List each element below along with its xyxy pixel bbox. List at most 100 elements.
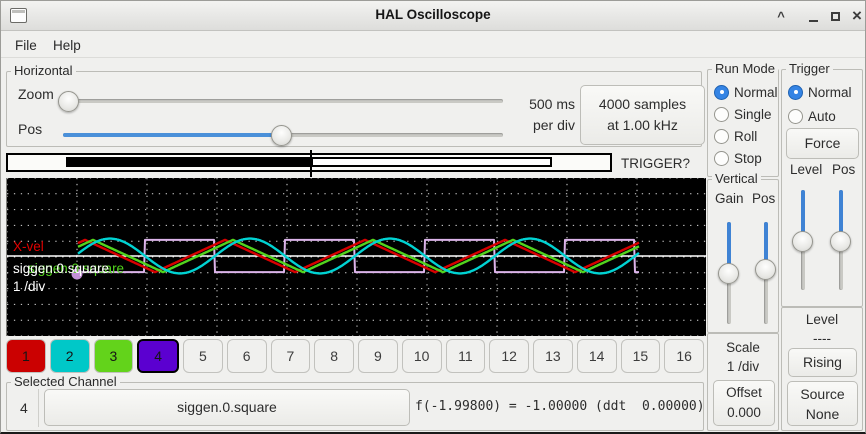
offset-line2: 0.000 [727,405,761,420]
run-mode-option-single[interactable]: Single [714,106,772,122]
vertical-settings-panel: Scale 1 /div Offset 0.000 [707,333,779,431]
trigger-position-marker [310,150,312,177]
channel-button-13[interactable]: 13 [533,339,573,373]
trigger-frame: Trigger Normal Auto Force Level Pos [781,61,863,307]
trace-sine [77,237,640,275]
trigger-edge-label: Rising [803,354,842,370]
run-mode-radio-icon[interactable] [714,150,729,166]
selected-channel-number: 4 [20,400,28,416]
trigger-source-button[interactable]: Source None [787,381,858,426]
trigger-mode-option-auto[interactable]: Auto [788,108,836,124]
scope-display[interactable]: X-vel siggen.0.square siggen.0.square 1 /di… [6,177,708,337]
selected-channel-frame-label: Selected Channel [11,374,120,389]
time-per-div-units: per div [532,117,575,133]
pos-slider-label: Pos [18,121,43,137]
trigger-pos-slider-handle[interactable] [830,231,851,252]
channel-button-9[interactable]: 9 [358,339,398,373]
vertical-gain-slider-handle[interactable] [718,263,739,284]
shade-button[interactable]: ^ [777,8,785,24]
vertical-frame: Vertical Gain Pos [707,171,779,333]
trigger-source-line2: None [805,405,840,422]
trigger-edge-button[interactable]: Rising [788,348,857,377]
channel-button-5[interactable]: 5 [183,339,223,373]
channel-source-label: siggen.0.square [177,399,277,415]
vertical-pos-slider-handle[interactable] [755,259,776,280]
channel-button-6[interactable]: 6 [226,339,267,373]
scope-channel-label: siggen.0.square [13,261,110,276]
sample-rate-line1: 4000 samples [598,96,687,112]
menu-file[interactable]: File [15,38,37,53]
scope-channel-label: 1 /div [13,279,46,294]
channel-button-11[interactable]: 11 [445,339,486,373]
trigger-level-slider-fill [801,190,805,238]
trigger-source-line1: Source [800,385,845,402]
run-mode-option-label: Roll [734,128,758,144]
trigger-frame-label: Trigger [786,61,833,76]
run-mode-frame-label: Run Mode [712,61,778,76]
time-per-div: 500 ms per div [505,94,575,136]
trigger-level-slider-handle[interactable] [792,231,813,252]
trigger-mode-option-normal[interactable]: Normal [788,84,852,100]
offset-button[interactable]: Offset 0.000 [713,380,775,426]
vertical-gain-slider-label: Gain [715,191,744,206]
channel-button-16[interactable]: 16 [664,339,704,373]
trace-triangle [77,238,640,274]
trace-square [78,238,639,274]
scale-value: 1 /div [726,359,760,374]
channel-button-14[interactable]: 14 [576,339,617,373]
channel-button-10[interactable]: 10 [401,339,442,373]
selected-channel-marker-dot [71,268,83,280]
trigger-settings-panel: Level ---- Rising Source None [781,307,863,431]
maximize-button[interactable] [823,1,847,31]
channel-readout: f(-1.99800) = -1.00000 (ddt 0.00000) [415,399,705,414]
time-per-div-value: 500 ms [529,96,575,112]
zoom-slider-label: Zoom [18,86,54,102]
close-button[interactable]: × [852,6,862,25]
sample-rate-button[interactable]: 4000 samples at 1.00 kHz [580,85,705,145]
channel-button-15[interactable]: 15 [620,339,661,373]
trigger-mode-option-label: Normal [808,84,852,100]
trigger-mode-radio-icon[interactable] [788,84,803,100]
trace-triangle [77,238,640,274]
trigger-mode-option-label: Auto [808,108,836,124]
run-mode-option-label: Normal [734,84,778,100]
record-pending-bar [311,157,552,167]
trigger-level-caption: Level [805,312,839,327]
window-title: HAL Oscilloscope [375,7,491,22]
run-mode-option-label: Single [734,106,772,122]
force-trigger-button[interactable]: Force [786,128,859,159]
record-captured-bar [66,157,311,167]
channel-button-7[interactable]: 7 [270,339,311,373]
vertical-frame-label: Vertical [712,171,761,186]
channel-button-8[interactable]: 8 [314,339,354,373]
trigger-mode-radio-icon[interactable] [788,108,803,124]
horizontal-frame: Horizontal Zoom Pos 500 ms per div 4000 … [6,63,705,147]
channel-button-row: 1 2 3 4 5 6 7 8 9 10 11 12 13 14 15 16 [6,339,704,373]
run-mode-radio-icon[interactable] [714,128,729,144]
channel-button-1[interactable]: 1 [6,339,46,373]
trigger-level-value: ---- [813,331,831,346]
pos-slider-handle[interactable] [271,125,292,146]
channel-button-4[interactable]: 4 [137,339,179,373]
run-mode-option-roll[interactable]: Roll [714,128,757,144]
minimize-button[interactable] [801,1,825,31]
scope-channel-label: X-vel [13,239,44,254]
run-mode-option-stop[interactable]: Stop [714,150,762,166]
scale-caption: Scale [726,340,760,355]
run-mode-radio-icon[interactable] [714,84,729,100]
run-mode-radio-icon[interactable] [714,106,729,122]
channel-button-3[interactable]: 3 [93,339,134,373]
horizontal-frame-label: Horizontal [11,63,76,78]
zoom-slider-track[interactable] [59,99,503,103]
force-trigger-label: Force [804,135,841,151]
channel-button-12[interactable]: 12 [489,339,529,373]
menu-help[interactable]: Help [53,38,81,53]
run-mode-option-normal[interactable]: Normal [714,84,778,100]
maximize-icon [830,11,840,21]
sample-rate-line2: at 1.00 kHz [607,117,678,133]
zoom-slider-handle[interactable] [58,91,79,112]
vertical-pos-slider-fill [764,222,768,262]
channel-button-2[interactable]: 2 [49,339,90,373]
channel-source-button[interactable]: siggen.0.square [44,389,410,426]
